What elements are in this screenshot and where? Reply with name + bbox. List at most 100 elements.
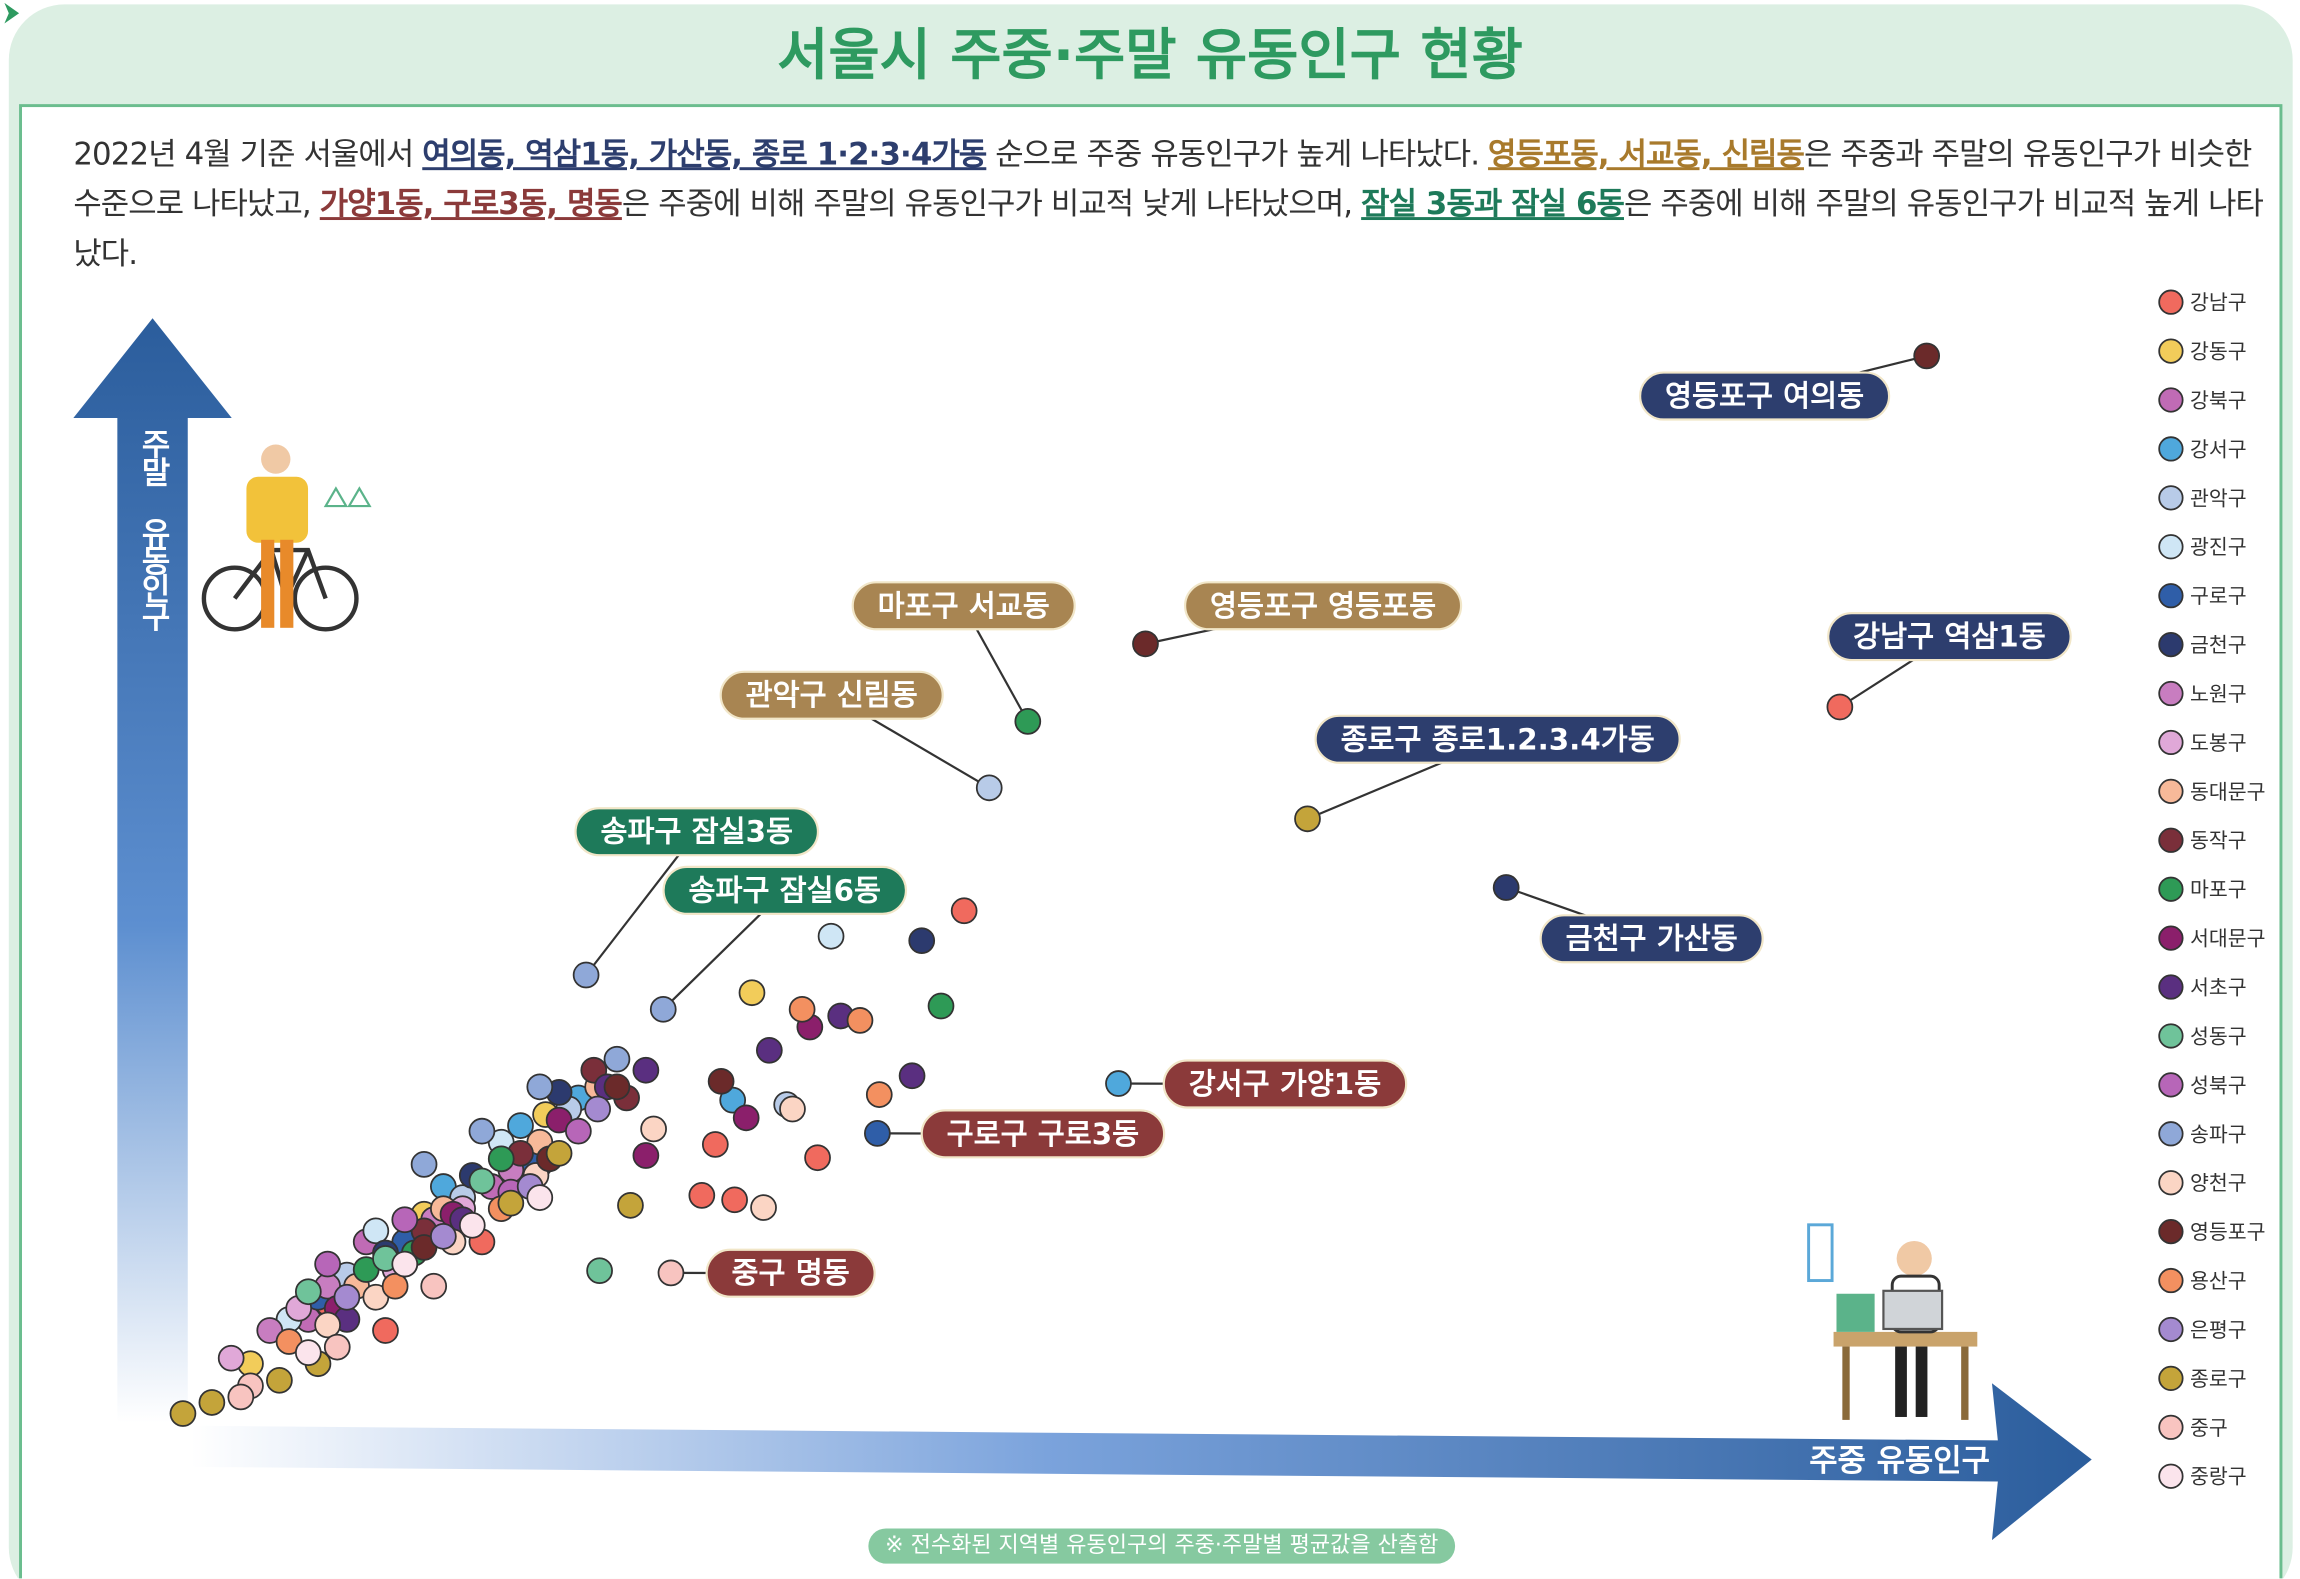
annotation: 송파구 잠실6동 [689,873,882,907]
point [169,1400,197,1427]
point [586,1257,613,1285]
legend-label: 양천구 [2190,1171,2247,1195]
legend-label: 강동구 [2190,340,2247,364]
legend-label: 성동구 [2190,1024,2247,1048]
annotation-box [719,670,944,720]
annotation-box [1184,581,1463,631]
legend-label: 종로구 [2190,1367,2247,1391]
point [526,1184,554,1211]
x-arrow [190,1383,2092,1541]
point [750,1194,777,1221]
legend-marker [2158,925,2184,951]
legend-marker [2158,1170,2184,1196]
point [198,1389,226,1416]
footnote-pill [868,1528,1456,1564]
point [572,961,600,989]
point [864,1120,891,1147]
point [975,774,1003,802]
point [381,1272,409,1300]
point [468,1167,496,1195]
legend-marker [2158,1023,2184,1049]
legend-marker [2158,1463,2184,1489]
point [391,1206,419,1234]
legend-marker [2158,680,2184,707]
annotation: 강남구 역삼1동 [1853,620,2046,654]
legend-marker [2158,729,2184,756]
y-arrow [73,318,232,1423]
annotation-box [1827,612,2072,662]
legend-label: 은평구 [2190,1318,2247,1342]
legend-marker [2158,1365,2184,1392]
point [497,1189,525,1217]
legend-marker [2158,631,2184,658]
point [603,1073,631,1101]
point [898,1062,926,1090]
legend-marker [2158,1121,2184,1147]
annotation: 강서구 가양1동 [1189,1067,1382,1101]
point [632,1142,660,1169]
point [1826,693,1854,721]
legend-label: 노원구 [2190,682,2247,706]
legend-marker [2158,827,2184,853]
point [565,1117,592,1145]
point [584,1095,612,1123]
legend-marker [2158,1219,2184,1245]
bullet-icon [4,2,20,24]
annotation-box [1639,371,1891,421]
annotation-box [1162,1059,1408,1109]
point [487,1145,515,1173]
text: 은 주중에 비해 주말의 유동인구가 비교적 높게 나타났다. [73,186,2264,272]
point [458,1211,486,1239]
y-axis-label: 주말 유동인구 [135,428,171,632]
point [688,1182,716,1209]
point [649,995,677,1023]
point [779,1095,806,1123]
point [227,1383,255,1411]
legend-label: 구로구 [2190,584,2247,608]
point [927,992,955,1020]
legend-label: 서초구 [2190,976,2247,1000]
point [507,1112,534,1139]
legend-label: 중구 [2190,1416,2228,1440]
legend-marker [2158,387,2184,413]
legend-marker [2158,436,2184,462]
x-axis-label: 주중 유동인구 [1809,1443,1990,1479]
annotation: 관악구 신림동 [746,678,918,712]
point [391,1250,419,1278]
point [721,1186,748,1214]
point [294,1278,322,1306]
legend-marker [2158,974,2184,1000]
point [314,1250,341,1278]
point [294,1339,322,1366]
point [333,1283,361,1311]
annotation: 종로구 종로1.2.3.4가동 [1341,722,1655,756]
point [526,1073,554,1101]
legend-label: 영등포구 [2190,1220,2266,1244]
point [804,1144,831,1172]
legend-label: 관악구 [2190,486,2247,510]
legend-marker [2158,1316,2184,1343]
highlight: 가양1동, 구로3동, 명동 [319,186,623,222]
point [217,1344,245,1372]
annotation-box [1314,714,1681,764]
point [707,1067,735,1095]
annotation-box [1539,914,1764,964]
point [372,1317,399,1344]
legend-marker [2158,1267,2184,1294]
point [640,1115,667,1143]
legend-marker [2158,1072,2184,1098]
point [266,1366,293,1394]
point [701,1131,729,1158]
legend-label: 서대문구 [2190,927,2266,951]
annotation-box [851,581,1076,631]
highlight: 영등포동, 서교동, 신림동 [1488,136,1805,172]
legend-marker [2158,534,2184,560]
legend-label: 중랑구 [2190,1465,2247,1489]
legend-label: 강서구 [2190,437,2247,461]
legend-marker [2158,876,2184,902]
point [362,1217,390,1245]
points [169,342,1941,1427]
point [545,1139,573,1167]
